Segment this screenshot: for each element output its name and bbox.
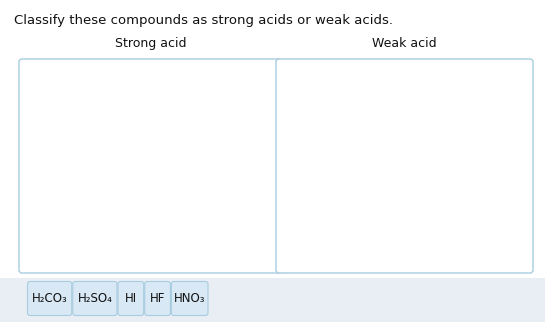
Text: H₂CO₃: H₂CO₃ (32, 292, 68, 305)
FancyBboxPatch shape (118, 281, 144, 316)
Text: HNO₃: HNO₃ (174, 292, 205, 305)
FancyBboxPatch shape (27, 281, 72, 316)
FancyBboxPatch shape (19, 59, 282, 273)
Text: Classify these compounds as strong acids or weak acids.: Classify these compounds as strong acids… (14, 14, 393, 27)
FancyBboxPatch shape (72, 281, 117, 316)
Bar (0, 278, 545, 322)
Text: HI: HI (125, 292, 137, 305)
Text: Strong acid: Strong acid (115, 37, 186, 50)
Text: H₂SO₄: H₂SO₄ (77, 292, 112, 305)
Text: HF: HF (150, 292, 165, 305)
FancyBboxPatch shape (144, 281, 171, 316)
FancyBboxPatch shape (276, 59, 533, 273)
FancyBboxPatch shape (171, 281, 208, 316)
Text: Weak acid: Weak acid (372, 37, 437, 50)
